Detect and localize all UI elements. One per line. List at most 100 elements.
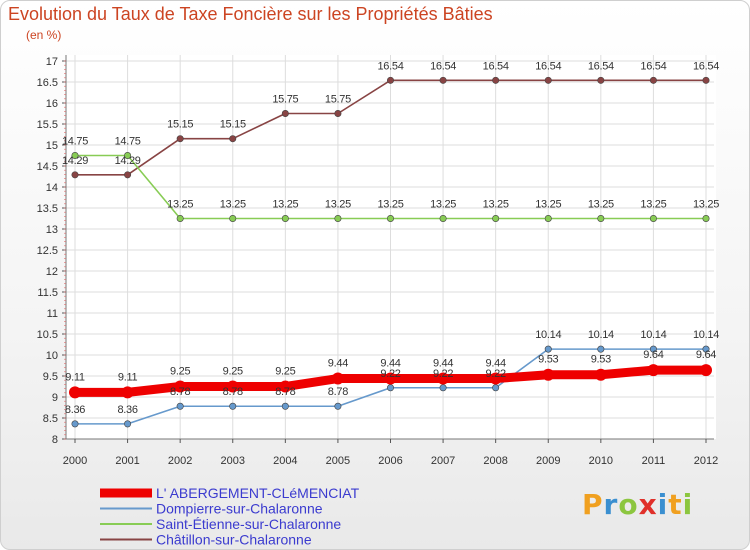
y-tick-label: 12 bbox=[46, 266, 58, 278]
legend: L' ABERGEMENT-CLéMENCIATDompierre-sur-Ch… bbox=[100, 485, 360, 548]
data-label: 9.22 bbox=[486, 368, 506, 380]
x-tick-label: 2005 bbox=[326, 455, 350, 467]
data-label: 9.25 bbox=[223, 366, 243, 378]
data-point bbox=[544, 345, 552, 353]
data-label: 9.22 bbox=[380, 368, 400, 380]
logo-letter: P bbox=[582, 488, 604, 521]
data-label: 8.78 bbox=[170, 386, 190, 398]
x-tick-label: 2002 bbox=[168, 455, 192, 467]
data-point bbox=[647, 364, 660, 377]
logo-letter: o bbox=[618, 488, 639, 521]
data-label: 9.64 bbox=[643, 349, 663, 361]
data-point bbox=[649, 76, 657, 84]
y-tick-label: 13 bbox=[46, 224, 58, 236]
data-point bbox=[334, 215, 342, 223]
data-label: 10.14 bbox=[535, 329, 561, 341]
data-point bbox=[124, 420, 132, 428]
data-label: 9.22 bbox=[433, 368, 453, 380]
data-point bbox=[702, 215, 710, 223]
data-label: 13.25 bbox=[272, 199, 298, 211]
data-point bbox=[279, 380, 292, 393]
data-point bbox=[702, 345, 710, 353]
x-tick-label: 2010 bbox=[589, 455, 613, 467]
data-point bbox=[334, 402, 342, 410]
data-point bbox=[594, 368, 607, 381]
data-point bbox=[121, 386, 134, 399]
data-point bbox=[386, 215, 394, 223]
data-point bbox=[334, 110, 342, 118]
data-point bbox=[124, 152, 132, 160]
data-label: 15.15 bbox=[220, 119, 246, 131]
y-tick-label: 8 bbox=[52, 434, 58, 446]
data-point bbox=[597, 215, 605, 223]
data-point bbox=[229, 215, 237, 223]
data-point bbox=[649, 345, 657, 353]
data-label: 8.78 bbox=[328, 386, 348, 398]
data-label: 15.15 bbox=[167, 119, 193, 131]
data-label: 8.36 bbox=[117, 404, 137, 416]
y-tick-label: 11.5 bbox=[37, 287, 58, 299]
data-label: 9.64 bbox=[696, 349, 716, 361]
data-points bbox=[69, 76, 712, 428]
logo-letter: i bbox=[657, 488, 669, 521]
y-tick-label: 11 bbox=[47, 308, 58, 320]
data-point bbox=[439, 384, 447, 392]
data-label: 10.14 bbox=[693, 329, 719, 341]
data-label: 9.44 bbox=[486, 358, 506, 370]
x-tick-label: 2009 bbox=[536, 455, 560, 467]
data-label: 14.29 bbox=[62, 155, 88, 167]
data-label: 9.11 bbox=[118, 371, 138, 383]
data-point bbox=[386, 76, 394, 84]
y-tick-label: 15.5 bbox=[37, 119, 58, 131]
data-label: 16.54 bbox=[483, 60, 509, 72]
data-label: 16.54 bbox=[430, 60, 456, 72]
data-point bbox=[597, 345, 605, 353]
data-point bbox=[124, 171, 132, 179]
legend-label: L' ABERGEMENT-CLéMENCIAT bbox=[156, 485, 360, 501]
data-point bbox=[229, 402, 237, 410]
data-point bbox=[281, 402, 289, 410]
data-point bbox=[176, 135, 184, 143]
data-point bbox=[439, 215, 447, 223]
y-axis-ticks: 8 8.5 9 9.5 10 10.5 11 11.5 12 12.5 13 13.5 14 14.5 15… bbox=[37, 56, 66, 446]
data-point bbox=[439, 76, 447, 84]
logo-letter: r bbox=[603, 488, 619, 521]
y-tick-label: 8.5 bbox=[43, 413, 58, 425]
data-point bbox=[331, 372, 344, 385]
chart-title: Evolution du Taux de Taxe Foncière sur l… bbox=[8, 4, 493, 24]
x-tick-label: 2007 bbox=[431, 455, 455, 467]
y-tick-label: 12.5 bbox=[37, 245, 58, 257]
data-label: 15.75 bbox=[272, 94, 298, 106]
x-tick-label: 2003 bbox=[221, 455, 245, 467]
x-tick-label: 2011 bbox=[642, 455, 666, 467]
y-tick-label: 9 bbox=[52, 392, 58, 404]
y-tick-label: 13.5 bbox=[37, 203, 58, 215]
data-point bbox=[226, 380, 239, 393]
data-label: 9.44 bbox=[328, 358, 348, 370]
data-label: 14.75 bbox=[62, 136, 88, 148]
data-point bbox=[71, 152, 79, 160]
data-label: 16.54 bbox=[535, 60, 561, 72]
y-tick-label: 15 bbox=[46, 140, 58, 152]
y-tick-label: 9.5 bbox=[43, 371, 58, 383]
y-tick-label: 16 bbox=[46, 98, 58, 110]
y-tick-label: 14 bbox=[46, 182, 58, 194]
data-point bbox=[649, 215, 657, 223]
data-label: 13.25 bbox=[483, 199, 509, 211]
logo-letter: x bbox=[638, 488, 658, 521]
data-labels: 9.11 9.11 9.25 9.25 9.25 9.44 9.44 9.44 9.44 9.53… bbox=[62, 60, 720, 416]
data-label: 9.44 bbox=[380, 358, 400, 370]
x-tick-label: 2000 bbox=[63, 455, 87, 467]
data-label: 13.25 bbox=[535, 199, 561, 211]
data-point bbox=[492, 76, 500, 84]
data-label: 9.25 bbox=[170, 366, 190, 378]
proxiti-logo: Proxiti bbox=[582, 488, 693, 521]
data-label: 8.78 bbox=[275, 386, 295, 398]
data-label: 16.54 bbox=[588, 60, 614, 72]
data-point bbox=[174, 380, 187, 393]
x-tick-label: 2012 bbox=[694, 455, 718, 467]
data-label: 9.53 bbox=[591, 354, 611, 366]
data-label: 13.25 bbox=[430, 199, 456, 211]
data-point bbox=[492, 215, 500, 223]
